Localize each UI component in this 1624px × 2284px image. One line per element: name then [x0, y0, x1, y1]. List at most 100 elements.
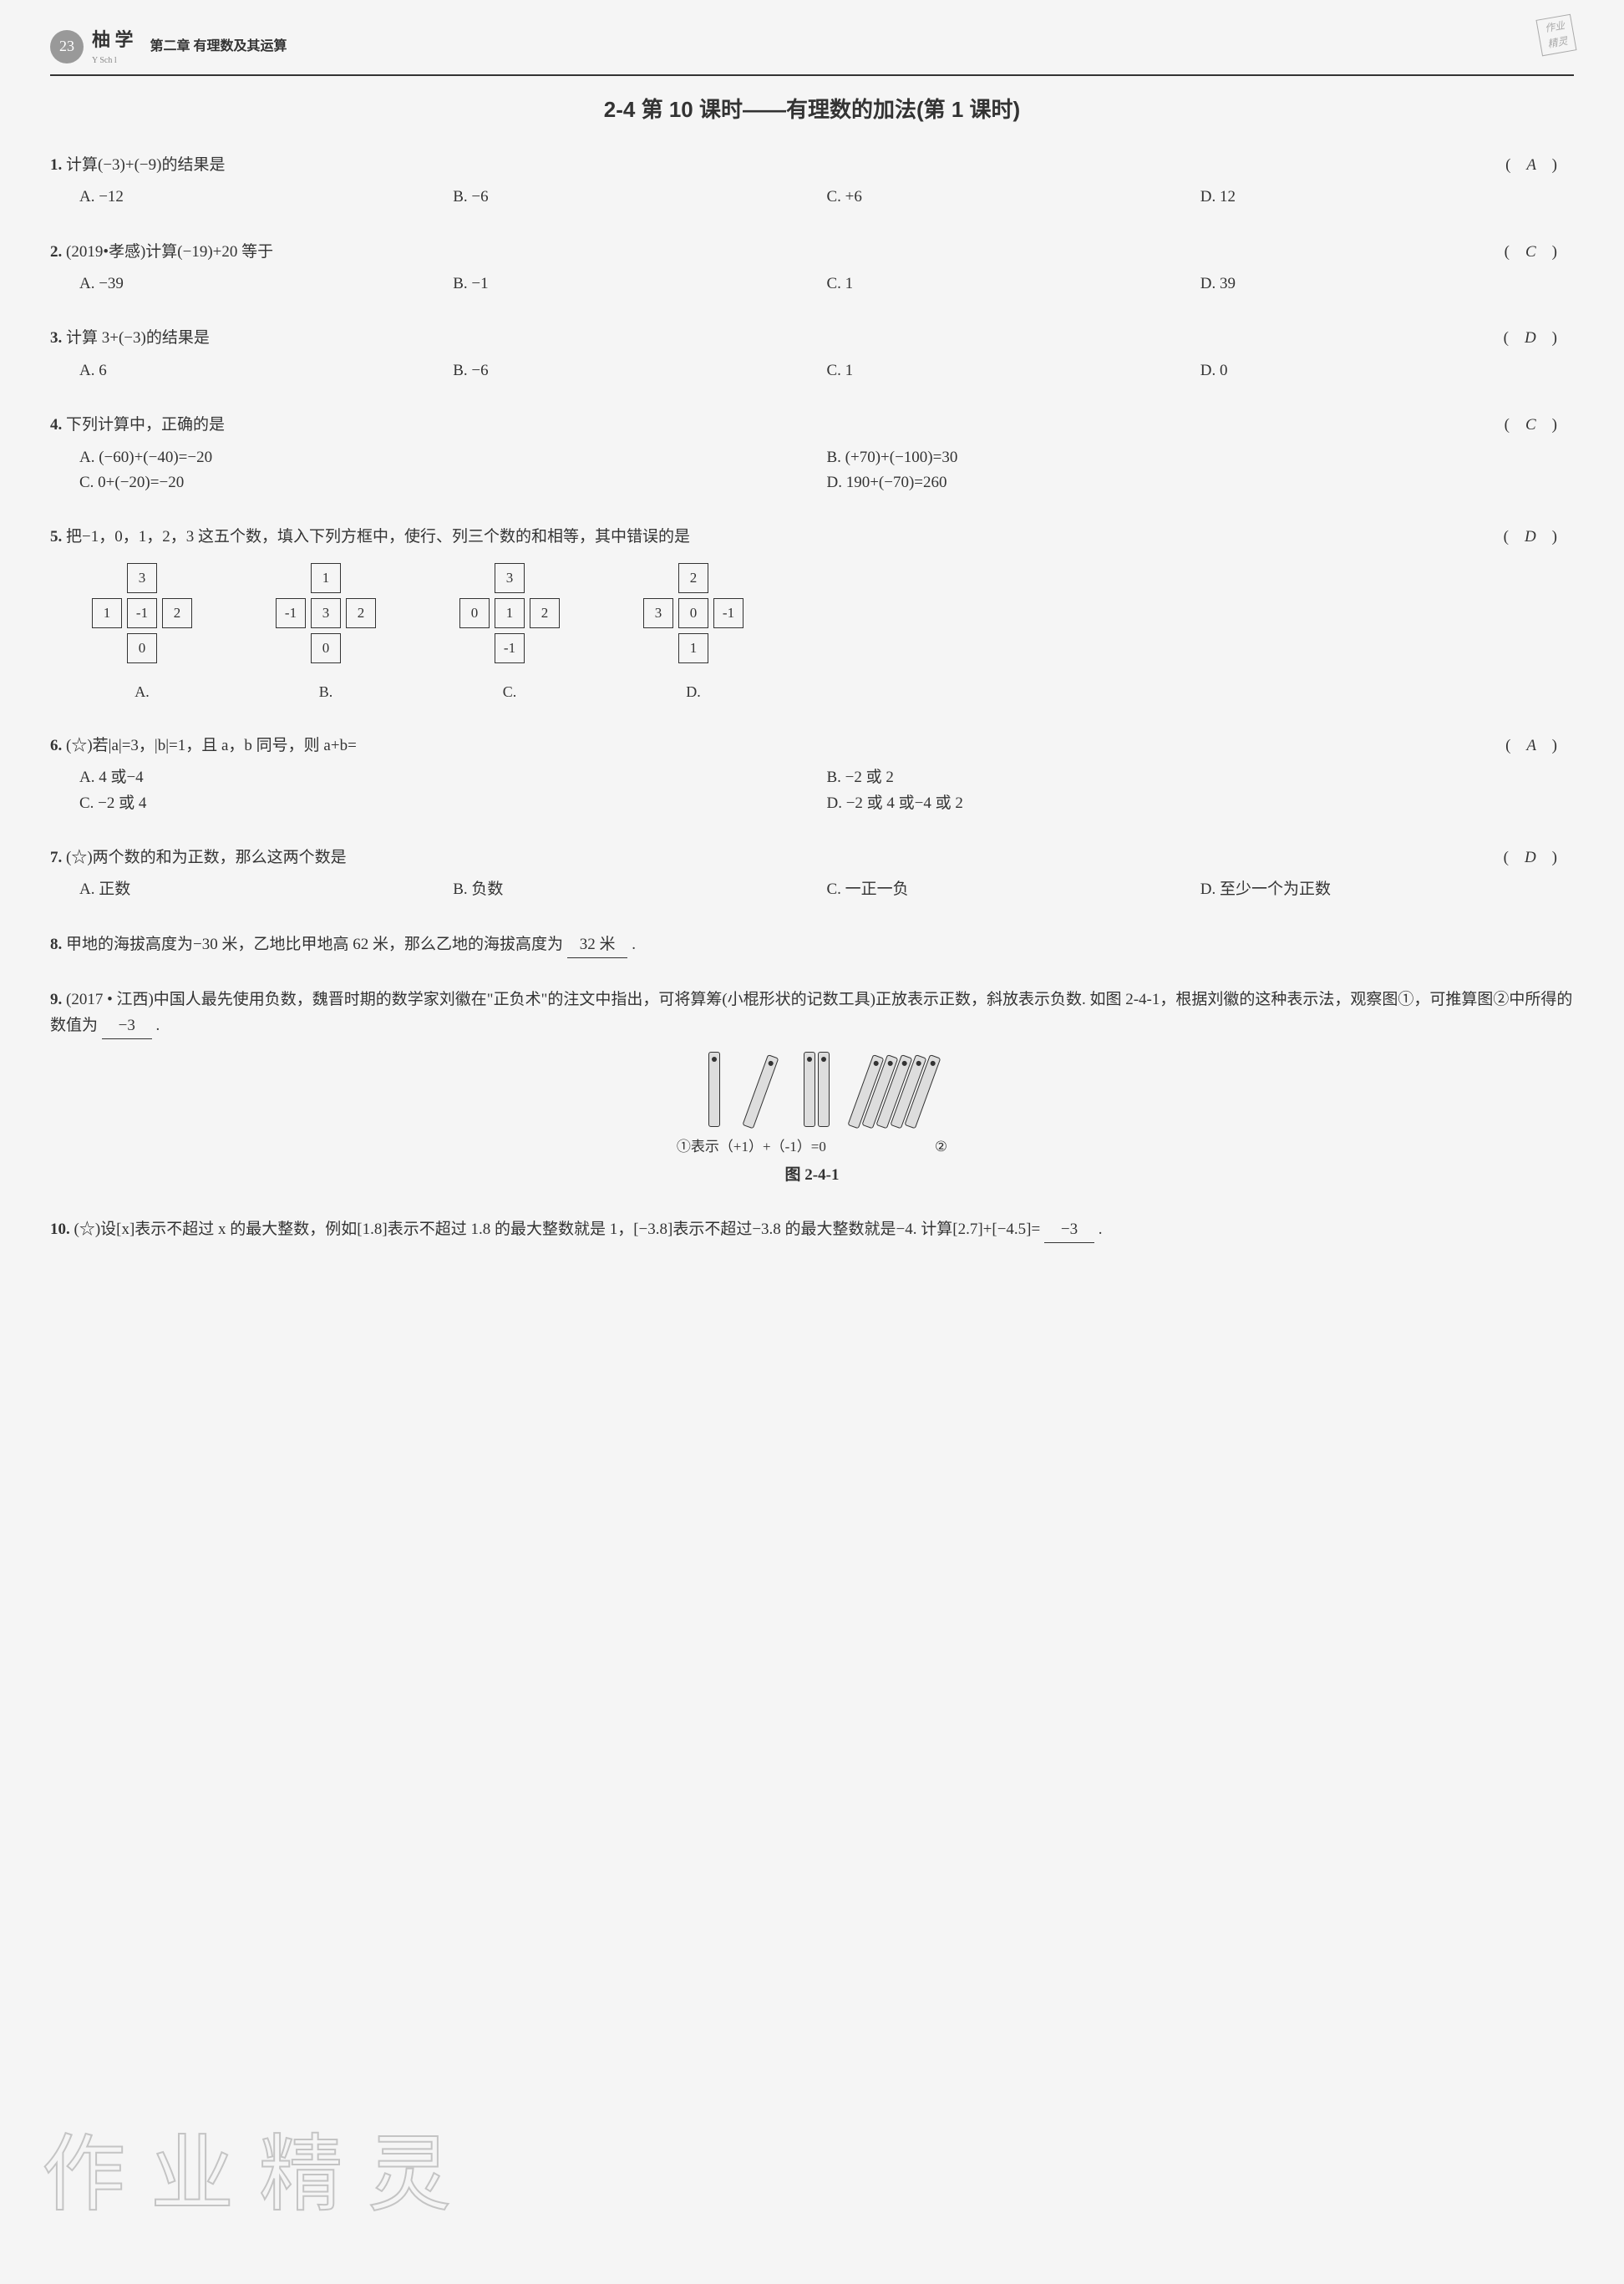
q-text: 下列计算中，正确的是	[66, 416, 225, 434]
page-title: 2-4 第 10 课时——有理数的加法(第 1 课时)	[50, 93, 1574, 128]
cell-left: 0	[459, 598, 490, 628]
fig-caption-2: ②	[935, 1135, 947, 1158]
fig-label: 图 2-4-1	[50, 1163, 1574, 1188]
cell-bottom: 0	[311, 633, 341, 663]
options: A. 正数B. 负数C. 一正一负D. 至少一个为正数	[50, 877, 1574, 902]
cross-grid: 3012-1C.	[459, 563, 560, 704]
question-7: 7. (☆)两个数的和为正数，那么这两个数是( D )A. 正数B. 负数C. …	[50, 845, 1574, 903]
option: D. 0	[1200, 358, 1574, 383]
q9-num: 9.	[50, 991, 62, 1008]
option: D. 39	[1200, 272, 1574, 297]
cell-center: 0	[678, 598, 708, 628]
q9-after: .	[156, 1017, 160, 1034]
cell-left: -1	[276, 598, 306, 628]
option: D. −2 或 4 或−4 或 2	[827, 791, 1575, 816]
cell-center: 3	[311, 598, 341, 628]
cross-grids: 31-120A.1-1320B.3012-1C.230-11D.	[50, 563, 1574, 704]
cell-left: 1	[92, 598, 122, 628]
options: A. −39B. −1C. 1D. 39	[50, 272, 1574, 297]
q9-text: (2017 • 江西)中国人最先使用负数，魏晋时期的数学家刘徽在"正负术"的注文…	[50, 991, 1572, 1033]
answer-mark: ( A )	[1505, 733, 1557, 759]
q-text: (☆)两个数的和为正数，那么这两个数是	[66, 849, 347, 866]
cross-grid: 1-1320 B.	[276, 563, 376, 704]
question-3: 3. 计算 3+(−3)的结果是( D )A. 6B. −6C. 1D. 0	[50, 326, 1574, 383]
cell-top: 2	[678, 563, 708, 593]
grid-label: D.	[643, 680, 743, 704]
question-1: 1. 计算(−3)+(−9)的结果是( A )A. −12B. −6C. +6D…	[50, 153, 1574, 211]
stamp: 作业 精灵	[1535, 14, 1576, 57]
logo: 柚 学 Y Sch l	[92, 25, 150, 68]
grid-label: B.	[276, 680, 376, 704]
page-number: 23	[50, 30, 84, 63]
q8-answer: 32 米	[567, 932, 628, 958]
stick-tilted	[742, 1054, 779, 1129]
option: B. −6	[453, 185, 826, 210]
q10-after: .	[1099, 1221, 1103, 1238]
q8-text: 甲地的海拔高度为−30 米，乙地比甲地高 62 米，那么乙地的海拔高度为	[66, 936, 563, 953]
q9-answer: −3	[102, 1013, 152, 1039]
page-header: 23 柚 学 Y Sch l 第二章 有理数及其运算 作业 精灵	[50, 25, 1574, 76]
q10-num: 10.	[50, 1221, 70, 1238]
question-4: 4. 下列计算中，正确的是 ( C ) A. (−60)+(−40)=−20B. (…	[50, 413, 1574, 495]
options: A. 6B. −6C. 1D. 0	[50, 358, 1574, 383]
q-num: 6.	[50, 737, 62, 754]
stick-group-1	[708, 1052, 754, 1127]
option: B. −2 或 2	[827, 765, 1575, 790]
options: A. 4 或−4B. −2 或 2C. −2 或 4D. −2 或 4 或−4 …	[50, 765, 1574, 816]
option: B. −1	[453, 272, 826, 297]
answer-mark: ( D )	[1504, 525, 1557, 550]
cell-top: 1	[311, 563, 341, 593]
cell-left: 3	[643, 598, 673, 628]
logo-sub: Y Sch l	[92, 54, 150, 68]
chapter-title: 第二章 有理数及其运算	[150, 36, 287, 58]
option: A. 4 或−4	[79, 765, 827, 790]
question-10: 10. (☆)设[x]表示不超过 x 的最大整数，例如[1.8]表示不超过 1.…	[50, 1217, 1574, 1243]
option: C. 1	[827, 358, 1200, 383]
grid-label: C.	[459, 680, 560, 704]
fig-caption-1: ①表示（+1）+（-1）=0	[677, 1135, 826, 1158]
q-num: 7.	[50, 849, 62, 866]
cell-center: 1	[495, 598, 525, 628]
option: B. 负数	[453, 877, 826, 902]
option: A. −39	[79, 272, 453, 297]
q8-after: .	[632, 936, 636, 953]
option: A. 6	[79, 358, 453, 383]
option: C. 0+(−20)=−20	[79, 470, 827, 495]
cross-grid: 31-120A.	[92, 563, 192, 704]
grid-label: A.	[92, 680, 192, 704]
option: C. 1	[827, 272, 1200, 297]
option: A. 正数	[79, 877, 453, 902]
q-num: 4.	[50, 416, 62, 434]
q-num: 1.	[50, 156, 62, 174]
answer-mark: ( C )	[1505, 413, 1557, 438]
cell-right: 2	[530, 598, 560, 628]
option: B. (+70)+(−100)=30	[827, 445, 1575, 470]
question-6: 6. (☆)若|a|=3，|b|=1，且 a，b 同号，则 a+b=( A )A…	[50, 733, 1574, 816]
option: C. 一正一负	[827, 877, 1200, 902]
question-9: 9. (2017 • 江西)中国人最先使用负数，魏晋时期的数学家刘徽在"正负术"…	[50, 987, 1574, 1188]
cell-bottom: 1	[678, 633, 708, 663]
option: D. 190+(−70)=260	[827, 470, 1575, 495]
answer-mark: ( C )	[1505, 240, 1557, 265]
option: A. (−60)+(−40)=−20	[79, 445, 827, 470]
watermark: 作业精灵	[42, 2109, 476, 2242]
cell-center: -1	[127, 598, 157, 628]
cell-right: 2	[346, 598, 376, 628]
cell-bottom: -1	[495, 633, 525, 663]
logo-text: 柚 学	[92, 25, 134, 54]
q8-num: 8.	[50, 936, 62, 953]
stick-vertical	[818, 1052, 830, 1127]
q10-answer: −3	[1044, 1217, 1094, 1243]
cell-right: -1	[713, 598, 743, 628]
cross-grid: 230-11 D.	[643, 563, 743, 704]
q10-text: (☆)设[x]表示不超过 x 的最大整数，例如[1.8]表示不超过 1.8 的最…	[74, 1221, 1041, 1238]
answer-mark: ( D )	[1504, 326, 1557, 351]
cell-top: 3	[127, 563, 157, 593]
q-num: 2.	[50, 243, 62, 261]
stick-vertical	[708, 1052, 720, 1127]
q-text: (2019•孝感)计算(−19)+20 等于	[66, 243, 273, 261]
question-5: 5. 把−1，0，1，2，3 这五个数，填入下列方框中，使行、列三个数的和相等，…	[50, 525, 1574, 704]
question-2: 2. (2019•孝感)计算(−19)+20 等于 ( C ) A. −39B. −…	[50, 240, 1574, 297]
q-num: 5.	[50, 528, 62, 546]
option: A. −12	[79, 185, 453, 210]
